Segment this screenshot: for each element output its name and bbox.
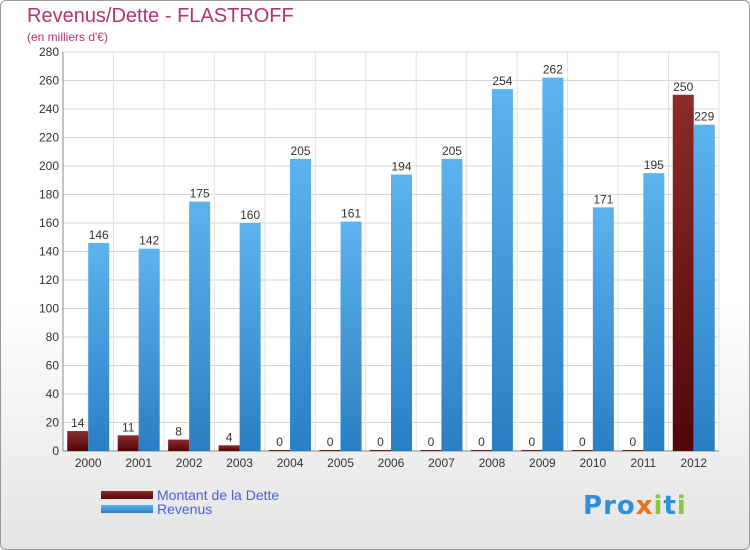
x-tick-label: 2000 bbox=[75, 456, 102, 470]
y-tick-label: 200 bbox=[39, 159, 59, 173]
y-tick-label: 20 bbox=[46, 416, 60, 430]
revenus-bar bbox=[441, 158, 463, 451]
chart-subtitle: (en milliers d'€) bbox=[27, 30, 108, 44]
debt-value-label: 250 bbox=[673, 80, 693, 94]
revenus-value-label: 171 bbox=[593, 192, 613, 206]
y-tick-label: 280 bbox=[39, 45, 59, 59]
revenus-value-label: 254 bbox=[492, 74, 512, 88]
y-tick-label: 180 bbox=[39, 188, 59, 202]
bars-layer bbox=[67, 77, 715, 452]
y-tick-label: 60 bbox=[46, 359, 60, 373]
revenus-bar bbox=[643, 173, 665, 451]
revenus-value-label: 146 bbox=[89, 228, 109, 242]
x-tick-label: 2009 bbox=[529, 456, 556, 470]
y-tick-label: 40 bbox=[46, 387, 60, 401]
revenus-bar bbox=[340, 221, 362, 451]
debt-bar bbox=[370, 450, 391, 451]
x-tick-label: 2007 bbox=[428, 456, 455, 470]
revenus-bar bbox=[88, 242, 110, 451]
revenus-bar bbox=[592, 207, 614, 451]
y-tick-label: 120 bbox=[39, 273, 59, 287]
revenus-value-label: 160 bbox=[240, 208, 260, 222]
debt-bar bbox=[470, 450, 492, 451]
debt-value-label: 0 bbox=[529, 435, 536, 449]
x-tick-label: 2003 bbox=[226, 456, 253, 470]
revenus-value-label: 195 bbox=[644, 158, 664, 172]
y-tick-label: 100 bbox=[39, 302, 59, 316]
labels-layer: 14 146 11 142 8 175 4 160 0 205 0 161 0 194 0 205 0 254 0 2… bbox=[71, 63, 715, 449]
legend-item-revenus: Revenus bbox=[101, 501, 212, 517]
revenus-value-label: 175 bbox=[190, 187, 210, 201]
legend-label-revenus: Revenus bbox=[157, 501, 213, 517]
legend-swatch-dette bbox=[101, 491, 153, 499]
revenus-value-label: 194 bbox=[391, 160, 411, 174]
x-tick-label: 2004 bbox=[277, 456, 304, 470]
proxiti-logo: Proxiti bbox=[583, 491, 687, 521]
debt-value-label: 0 bbox=[276, 435, 283, 449]
chart-title: Revenus/Dette - FLASTROFF bbox=[27, 5, 294, 27]
y-tick-label: 140 bbox=[39, 245, 59, 259]
y-tick-label: 0 bbox=[52, 444, 59, 458]
debt-bar bbox=[420, 450, 442, 451]
revenus-value-label: 262 bbox=[543, 63, 563, 77]
debt-bar bbox=[672, 94, 694, 451]
y-tick-label: 240 bbox=[39, 102, 59, 116]
debt-bar bbox=[218, 445, 240, 451]
debt-value-label: 0 bbox=[629, 435, 636, 449]
legend-swatch-revenus bbox=[101, 505, 153, 513]
x-tick-label: 2002 bbox=[176, 456, 203, 470]
x-tick-label: 2005 bbox=[327, 456, 354, 470]
debt-bar bbox=[622, 450, 644, 451]
y-tick-label: 260 bbox=[39, 74, 59, 88]
revenus-bar bbox=[693, 124, 715, 452]
revenus-bar bbox=[138, 248, 160, 451]
y-tick-label: 80 bbox=[46, 330, 60, 344]
debt-value-label: 11 bbox=[122, 420, 135, 434]
revenus-bar bbox=[491, 89, 513, 452]
revenus-value-label: 205 bbox=[291, 144, 311, 158]
y-tick-label: 220 bbox=[39, 131, 59, 145]
debt-value-label: 0 bbox=[428, 435, 435, 449]
revenus-bar bbox=[290, 158, 312, 451]
debt-value-label: 0 bbox=[579, 435, 586, 449]
x-tick-label: 2012 bbox=[680, 456, 707, 470]
debt-value-label: 0 bbox=[327, 435, 334, 449]
debt-value-label: 0 bbox=[377, 435, 384, 449]
x-tick-label: 2006 bbox=[378, 456, 405, 470]
debt-bar bbox=[571, 450, 593, 451]
revenus-value-label: 229 bbox=[694, 110, 714, 124]
debt-value-label: 4 bbox=[226, 430, 233, 444]
debt-bar bbox=[67, 431, 89, 451]
debt-bar bbox=[117, 435, 139, 451]
x-tick-label: 2008 bbox=[479, 456, 506, 470]
y-tick-label: 160 bbox=[39, 216, 59, 230]
revenus-value-label: 142 bbox=[139, 234, 159, 248]
revenus-bar bbox=[542, 77, 564, 452]
legend-label-dette: Montant de la Dette bbox=[157, 487, 280, 503]
debt-value-label: 14 bbox=[71, 416, 85, 430]
debt-bar bbox=[319, 450, 341, 451]
revenus-value-label: 161 bbox=[341, 207, 361, 221]
x-tick-label: 2011 bbox=[630, 456, 656, 470]
debt-bar bbox=[521, 450, 543, 451]
debt-bar bbox=[269, 450, 291, 451]
revenus-bar bbox=[189, 201, 211, 451]
debt-bar bbox=[168, 439, 190, 451]
legend-item-dette: Montant de la Dette bbox=[101, 487, 279, 503]
debt-value-label: 0 bbox=[478, 435, 485, 449]
revenus-bar bbox=[239, 223, 261, 451]
x-tick-label: 2001 bbox=[125, 456, 152, 470]
debt-value-label: 8 bbox=[175, 425, 182, 439]
x-tick-label: 2010 bbox=[579, 456, 606, 470]
revenus-value-label: 205 bbox=[442, 144, 462, 158]
revenus-bar bbox=[391, 174, 412, 452]
